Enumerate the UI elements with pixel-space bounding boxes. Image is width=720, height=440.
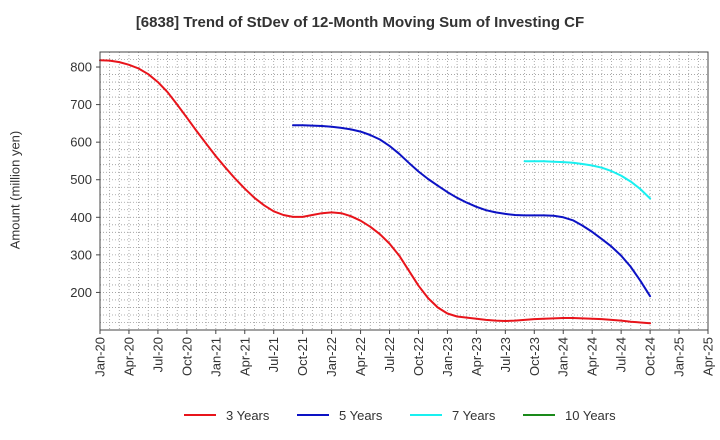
line-chart: 200 300 400 500 600 700 800 Jan-20 Apr-20 Jul-20 O…: [70, 51, 716, 377]
x-tick-label: Oct-22: [411, 337, 426, 376]
x-tick-label: Oct-23: [527, 337, 542, 376]
series-line-3-years: [99, 59, 652, 325]
series-line-7-years: [523, 160, 652, 200]
x-tick-label: Jul-24: [614, 337, 629, 372]
x-tick-label: Apr-25: [701, 337, 716, 376]
x-tick-label: Jan-23: [440, 337, 455, 377]
x-tick-label: Jul-20: [150, 337, 165, 372]
x-tick-label: Jul-22: [382, 337, 397, 372]
x-tick-label: Jul-21: [266, 337, 281, 372]
x-tick-label: Apr-22: [353, 337, 368, 376]
legend-item-3-years: 3 Years: [184, 406, 269, 424]
series-lines: [99, 59, 652, 325]
y-tick-label: 300: [70, 247, 92, 262]
legend-item-10-years: 10 Years: [523, 406, 616, 424]
x-tick-label: Apr-21: [237, 337, 252, 376]
legend: 3 Years 5 Years 7 Years 10 Years: [0, 406, 720, 424]
y-tick-label: 800: [70, 60, 92, 75]
legend-item-5-years: 5 Years: [297, 406, 382, 424]
grid: [100, 52, 708, 330]
x-tick-label: Jan-24: [556, 337, 571, 377]
series-line-5-years: [292, 124, 652, 298]
legend-item-7-years: 7 Years: [410, 406, 495, 424]
legend-swatch: [184, 414, 216, 416]
legend-label: 3 Years: [226, 407, 270, 423]
x-tick-label: Apr-24: [585, 337, 600, 376]
x-tick-label: Oct-21: [295, 337, 310, 376]
x-tick-label: Jan-22: [324, 337, 339, 377]
y-tick-label: 400: [70, 210, 92, 225]
legend-swatch: [410, 414, 442, 416]
x-tick-label: Jan-21: [208, 337, 223, 377]
x-tick-label: Jan-20: [93, 337, 108, 377]
chart-title: [6838] Trend of StDev of 12-Month Moving…: [135, 14, 585, 31]
legend-label: 5 Years: [339, 407, 383, 423]
x-tick-label: Oct-20: [179, 337, 194, 376]
legend-label: 7 Years: [452, 407, 496, 423]
x-tick-label: Apr-20: [121, 337, 136, 376]
legend-label: 10 Years: [565, 407, 616, 423]
y-tick-label: 700: [70, 97, 92, 112]
x-tick-label: Jul-23: [498, 337, 513, 372]
plot-frame: [99, 51, 709, 331]
x-tick-label: Apr-23: [469, 337, 484, 376]
x-tick-label: Oct-24: [643, 337, 658, 376]
axes: 200 300 400 500 600 700 800 Jan-20 Apr-20 Jul-20 O…: [70, 51, 716, 377]
legend-swatch: [523, 414, 555, 416]
y-tick-label: 200: [70, 285, 92, 300]
x-tick-label: Jan-25: [672, 337, 687, 377]
legend-swatch: [297, 414, 329, 416]
y-tick-label: 600: [70, 135, 92, 150]
y-tick-label: 500: [70, 172, 92, 187]
